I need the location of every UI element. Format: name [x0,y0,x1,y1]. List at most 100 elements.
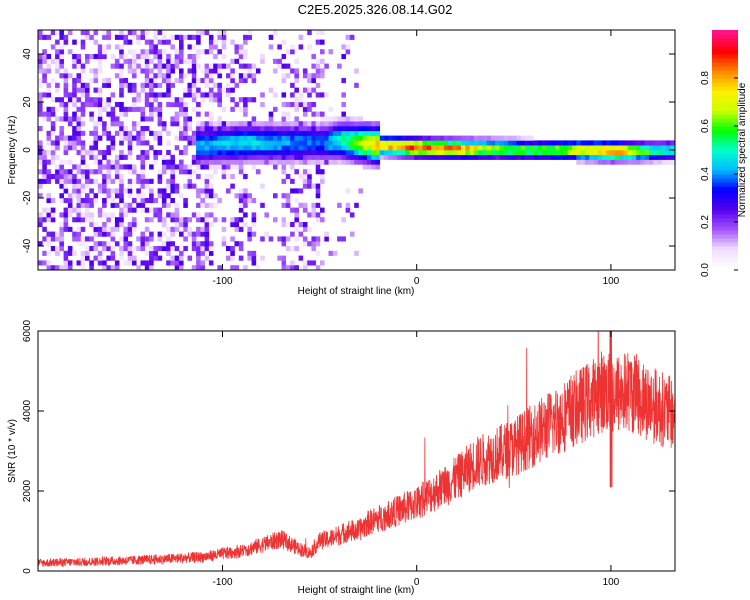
heatmap-cell [110,106,116,112]
heatmap-cell [179,126,184,132]
heatmap-cell [89,97,94,103]
heatmap-cell [166,159,171,165]
heatmap-cell [337,202,342,208]
heatmap-cell [315,135,321,141]
heatmap-cell [114,116,120,122]
heatmap-cell [110,178,116,184]
heatmap-cell [525,150,530,156]
heatmap-cell [584,150,590,156]
heatmap-cell [123,207,129,213]
heatmap-cell [213,140,218,146]
heatmap-cell [354,154,359,160]
heatmap-cell [208,39,214,45]
heatmap-cell [102,44,107,50]
heatmap-cell [144,116,150,122]
heatmap-cell [63,250,69,256]
heatmap-cell [153,49,158,55]
heatmap-cell [102,265,107,270]
heatmap-cell [89,130,94,136]
heatmap-cell [38,241,43,247]
heatmap-cell [85,102,90,108]
heatmap-cell [251,212,257,218]
heatmap-cell [285,154,291,160]
heatmap-cell [127,164,133,170]
heatmap-cell [38,97,43,103]
heatmap-cell [89,202,94,208]
heatmap-cell [439,154,445,160]
heatmap-cell [50,174,56,180]
heatmap-cell [136,63,141,69]
heatmap-cell [140,164,146,170]
heatmap-cell [132,126,137,132]
heatmap-cell [490,154,496,160]
heatmap-cell [311,102,316,108]
heatmap-cell [572,145,577,151]
heatmap-cell [140,116,146,122]
heatmap-cell [38,178,43,184]
heatmap-cell [418,135,423,141]
heatmap-cell [102,121,107,127]
heatmap-cell [439,135,445,141]
heatmap-cell [106,150,111,156]
heatmap-cell [93,255,99,261]
heatmap-cell [328,130,334,136]
heatmap-cell [328,140,334,146]
heatmap-cell [349,135,355,141]
y-tick-label: -20 [22,190,33,205]
heatmap-cell [140,135,146,141]
heatmap-cell [187,34,193,40]
heatmap-cell [76,236,82,242]
heatmap-cell [170,188,175,194]
heatmap-cell [110,63,116,69]
heatmap-cell [311,87,316,93]
heatmap-cell [315,193,321,199]
heatmap-cell [371,159,376,165]
heatmap-cell [149,193,154,199]
heatmap-cell [196,126,201,132]
heatmap-cell [67,198,73,204]
heatmap-cell [170,102,175,108]
heatmap-cell [55,39,60,45]
heatmap-cell [38,30,43,36]
heatmap-cell [226,145,231,151]
heatmap-cell [106,82,111,88]
heatmap-cell [208,135,214,141]
heatmap-cell [196,111,201,117]
heatmap-cell [63,39,69,45]
heatmap-cell [550,140,556,146]
heatmap-cell [38,102,43,108]
heatmap-cell [119,63,124,69]
heatmap-cell [281,159,287,165]
heatmap-cell [149,188,154,194]
colorbar-tick-label: 0.8 [700,71,711,85]
heatmap-cell [298,159,304,165]
heatmap-cell [324,159,329,165]
heatmap-cell [50,145,56,151]
heatmap-cell [149,236,154,242]
heatmap-cell [89,78,94,84]
heatmap-cell [238,44,244,50]
heatmap-cell [97,87,103,93]
heatmap-cell [302,106,308,112]
heatmap-cell [354,145,359,151]
heatmap-cell [42,111,47,117]
heatmap-cell [529,140,534,146]
heatmap-cell [157,68,163,74]
heatmap-cell [345,135,351,141]
colorbar-ticks: 0.00.20.40.60.8 [700,71,738,277]
heatmap-cell [285,135,291,141]
heatmap-cell [208,174,214,180]
heatmap-cell [67,174,73,180]
heatmap-cell [208,159,214,165]
heatmap-cell [234,222,240,228]
heatmap-cell [161,188,167,194]
heatmap-cell [153,30,158,36]
heatmap-cell [93,68,99,74]
heatmap-cell [247,130,252,136]
heatmap-cell [243,145,248,151]
heatmap-cell [119,193,124,199]
heatmap-cell [114,169,120,175]
heatmap-cell [294,236,299,242]
heatmap-cell [290,150,295,156]
heatmap-cell [123,39,129,45]
